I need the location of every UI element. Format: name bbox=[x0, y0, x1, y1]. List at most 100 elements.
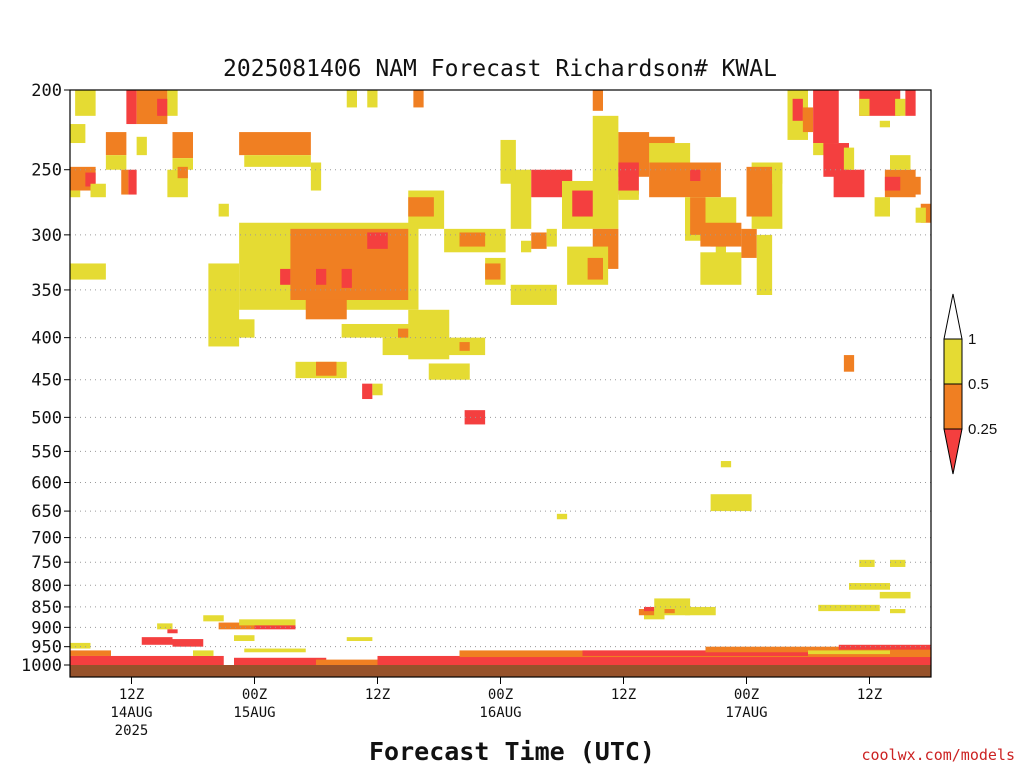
ri-cell-25 bbox=[218, 203, 229, 217]
legend-swatch-yellow bbox=[943, 338, 963, 385]
ri-cell-89 bbox=[802, 107, 814, 133]
ytick-label-900: 900 bbox=[31, 618, 62, 638]
xtick-label-3-0: 00Z bbox=[488, 687, 513, 703]
xtick-label-0-2: 2025 bbox=[115, 723, 149, 739]
ri-cell-29 bbox=[290, 228, 409, 300]
ri-cell-143 bbox=[582, 650, 808, 656]
ytick-label-700: 700 bbox=[31, 529, 62, 549]
ri-cell-133 bbox=[346, 637, 373, 641]
y-axis: 200 250 300 350 400 450 500 550 600 650 700 750 8008… bbox=[21, 81, 70, 676]
ri-cell-125 bbox=[218, 622, 255, 630]
ri-cell-5 bbox=[70, 124, 86, 144]
ri-cell-4 bbox=[167, 90, 178, 116]
ri-cell-68 bbox=[608, 139, 614, 181]
ri-cell-119 bbox=[638, 609, 655, 616]
ri-cell-101 bbox=[884, 176, 901, 191]
ri-cell-121 bbox=[654, 598, 691, 616]
ri-cell-141 bbox=[377, 655, 931, 665]
ri-cell-112 bbox=[859, 559, 875, 567]
ri-cell-58 bbox=[521, 240, 532, 253]
ytick-label-850: 850 bbox=[31, 598, 62, 618]
ri-cell-74 bbox=[649, 162, 721, 198]
ytick-label-250: 250 bbox=[31, 161, 62, 181]
ri-cell-134 bbox=[70, 642, 91, 649]
ri-cell-34 bbox=[305, 299, 347, 320]
ri-cell-52 bbox=[485, 263, 501, 280]
ri-cell-62 bbox=[572, 190, 593, 217]
ri-cell-22 bbox=[346, 90, 357, 108]
ri-cell-131 bbox=[172, 639, 204, 647]
heatmap-cells bbox=[70, 90, 931, 665]
legend-label-2: 0.25 bbox=[968, 421, 997, 438]
xtick-label-5-0: 00Z bbox=[734, 687, 759, 703]
xtick-label-0-1: 14AUG bbox=[110, 705, 152, 721]
ri-cell-18 bbox=[177, 166, 188, 179]
ri-cell-15 bbox=[121, 169, 129, 195]
ri-cell-115 bbox=[879, 591, 911, 599]
ytick-label-350: 350 bbox=[31, 281, 62, 301]
legend-label-0: 1 bbox=[968, 331, 976, 348]
ri-cell-20 bbox=[244, 155, 311, 167]
ri-cell-7 bbox=[105, 155, 127, 170]
ri-cell-102 bbox=[874, 197, 890, 217]
xtick-label-5-1: 17AUG bbox=[725, 705, 767, 721]
ri-cell-88 bbox=[792, 98, 803, 121]
legend-swatch-above bbox=[943, 293, 963, 340]
ri-cell-82 bbox=[741, 228, 757, 258]
ri-cell-144 bbox=[705, 646, 931, 653]
ri-cell-24 bbox=[413, 90, 424, 108]
ri-cell-45 bbox=[428, 363, 470, 380]
ri-cell-130 bbox=[141, 637, 173, 645]
ri-cell-71 bbox=[618, 190, 639, 200]
ri-cell-109 bbox=[720, 461, 732, 468]
ri-cell-66 bbox=[592, 115, 619, 184]
ri-cell-98 bbox=[895, 98, 906, 116]
ri-cell-126 bbox=[254, 623, 296, 630]
ri-cell-55 bbox=[500, 139, 516, 184]
ri-cell-110 bbox=[710, 494, 752, 512]
ytick-label-950: 950 bbox=[31, 638, 62, 658]
ri-cell-84 bbox=[746, 166, 773, 217]
x-axis: 12Z 14AUG 2025 00Z 15AUG 12Z 00Z 16AUG 12Z 00Z 17A… bbox=[110, 677, 882, 739]
ri-cell-90 bbox=[813, 90, 839, 144]
ri-cell-59 bbox=[531, 232, 547, 249]
xtick-label-6-0: 12Z bbox=[857, 687, 882, 703]
ri-cell-137 bbox=[193, 650, 214, 656]
xtick-label-0-0: 12Z bbox=[119, 687, 144, 703]
ytick-label-650: 650 bbox=[31, 502, 62, 522]
ri-cell-124 bbox=[203, 615, 224, 622]
ri-cell-19 bbox=[239, 132, 311, 156]
ytick-label-800: 800 bbox=[31, 576, 62, 596]
ytick-label-600: 600 bbox=[31, 473, 62, 493]
ri-cell-36 bbox=[70, 263, 106, 280]
ri-cell-46 bbox=[362, 383, 373, 400]
ri-cell-116 bbox=[818, 604, 880, 612]
ri-cell-8 bbox=[136, 136, 147, 156]
xtick-label-3-1: 16AUG bbox=[479, 705, 521, 721]
ytick-label-200: 200 bbox=[31, 81, 62, 101]
chart-title: 2025081406 NAM Forecast Richardson# KWAL bbox=[223, 56, 777, 82]
ri-cell-60 bbox=[546, 228, 557, 247]
ground-surface bbox=[70, 665, 931, 677]
ri-cell-21 bbox=[310, 162, 322, 191]
xtick-label-4-0: 12Z bbox=[611, 687, 636, 703]
ri-cell-27 bbox=[408, 197, 434, 217]
ri-cell-85 bbox=[772, 162, 783, 184]
ri-cell-127 bbox=[239, 619, 296, 626]
ri-cell-94 bbox=[843, 147, 855, 170]
ri-cell-120 bbox=[644, 606, 655, 612]
ri-cell-78 bbox=[715, 240, 726, 264]
ri-cell-30 bbox=[367, 232, 388, 249]
ri-cell-70 bbox=[618, 162, 639, 195]
ri-cell-107 bbox=[915, 207, 926, 223]
ytick-label-500: 500 bbox=[31, 408, 62, 428]
ri-cell-146 bbox=[808, 650, 890, 655]
ri-cell-111 bbox=[556, 513, 568, 520]
ri-cell-97 bbox=[879, 120, 890, 128]
ri-cell-122 bbox=[664, 609, 675, 614]
xtick-label-2-0: 12Z bbox=[365, 687, 390, 703]
ri-cell-33 bbox=[341, 268, 352, 288]
ri-cell-108 bbox=[843, 355, 855, 372]
ri-cell-80 bbox=[700, 252, 742, 285]
